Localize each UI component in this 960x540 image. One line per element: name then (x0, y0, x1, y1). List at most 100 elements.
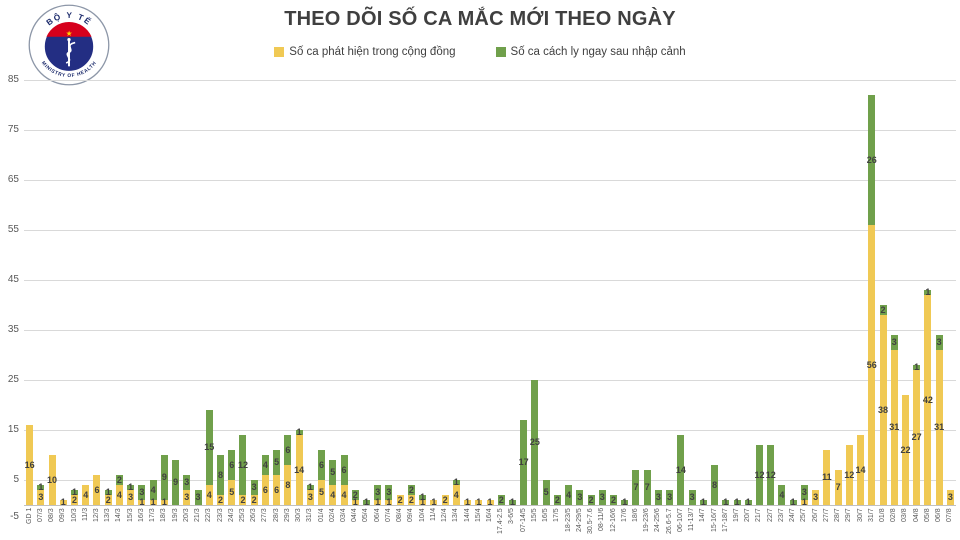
y-tick-label: 65 (7, 174, 19, 185)
bar-segment-imported (778, 485, 786, 505)
x-tick-label: 30.5-7.6 (587, 508, 595, 534)
bar-segment-imported (250, 480, 258, 495)
bar-segment-community (879, 315, 887, 505)
plot-area: 16 3 1 10 1 2 1 4 6 2 1 4 2 3 1 1 3 1 4 1 9 9 3 3 3 4 15 2 8 5 6 2 12 2 3 6… (24, 80, 956, 507)
bar-segment-imported (879, 305, 887, 315)
bar-segment-community (452, 485, 460, 505)
x-tick-label: 03/4 (340, 508, 348, 522)
gridline (24, 480, 956, 481)
x-tick-label: 17/3 (149, 508, 157, 522)
x-tick-label: 25/7 (800, 508, 808, 522)
bar-segment-community (318, 480, 326, 505)
x-tick-label: 16/3 (137, 508, 145, 522)
bar-segment-community (351, 500, 359, 505)
bar-segment-community (329, 485, 337, 505)
bar-segment-imported (598, 490, 606, 505)
bar-segment-community (475, 500, 483, 505)
bar-segment-community (834, 470, 842, 505)
bar-segment-imported (565, 485, 573, 505)
x-tick-label: 01/4 (317, 508, 325, 522)
x-tick-label: 07-14/5 (519, 508, 527, 532)
y-tick-label: 45 (7, 274, 19, 285)
x-tick-label: 06/8 (935, 508, 943, 522)
x-tick-label: 11/3 (81, 508, 89, 522)
x-tick-label: 07/8 (946, 508, 954, 522)
x-tick-label: 12/3 (92, 508, 100, 522)
x-tick-label: 23/7 (777, 508, 785, 522)
bar-segment-community (71, 495, 79, 505)
x-tick-label: 10/3 (70, 508, 78, 522)
bar-segment-community (857, 435, 865, 505)
x-tick-label: 25/3 (238, 508, 246, 522)
x-tick-label: 15/5 (530, 508, 538, 522)
page-title: THEO DÕI SỐ CA MẮC MỚI THEO NGÀY (284, 8, 676, 30)
bar-segment-imported (542, 480, 550, 505)
x-tick-label: 26/3 (250, 508, 258, 522)
logo-red-band (46, 22, 92, 37)
y-tick-label: 85 (7, 74, 19, 85)
x-tick-label: 28/7 (834, 508, 842, 522)
x-tick-label: GD 1 (25, 508, 33, 525)
bar-segment-imported (194, 490, 202, 505)
legend-item-community: Số ca phát hiện trong cộng đồng (274, 46, 456, 58)
bar-segment-imported (115, 475, 123, 485)
bar-segment-imported (587, 495, 595, 505)
bar-segment-community (149, 500, 157, 505)
bar-segment-community (340, 485, 348, 505)
bar-segment-imported (890, 335, 898, 350)
x-tick-label: 29/7 (845, 508, 853, 522)
bar-segment-imported (205, 410, 213, 485)
x-tick-label: 05/8 (923, 508, 931, 522)
bar-segment-imported (318, 450, 326, 480)
bar-segment-imported (576, 490, 584, 505)
gridline (24, 130, 956, 131)
gridline (24, 80, 956, 81)
bar-segment-community (901, 395, 909, 505)
x-tick-label: 27/7 (822, 508, 830, 522)
x-tick-label: 24-29/5 (575, 508, 583, 532)
bar-segment-community (59, 500, 67, 505)
bar-segment-imported (913, 365, 921, 370)
bar-segment-imported (711, 465, 719, 505)
bar-segment-community (868, 225, 876, 505)
bar-segment-imported (699, 500, 707, 505)
x-axis: GD 1 07/3 08/3 09/3 10/3 11/3 12/3 13/3 14/3 15/3… (24, 508, 956, 540)
bar-segment-imported (452, 480, 460, 485)
x-tick-label: 15/3 (126, 508, 134, 522)
bar-segment-community (37, 490, 45, 505)
x-tick-label: 23/3 (216, 508, 224, 522)
gridline (24, 180, 956, 181)
x-tick-label: 11/4 (429, 508, 437, 522)
bar-segment-community (228, 480, 236, 505)
bar-segment-imported (497, 495, 505, 505)
x-tick-label: 07/3 (36, 508, 44, 522)
bar-segment-community (845, 445, 853, 505)
x-tick-label: 08/3 (48, 508, 56, 522)
x-tick-label: 12/4 (441, 508, 449, 522)
bar-segment-imported (755, 445, 763, 505)
bar-segment-imported (273, 450, 281, 475)
x-tick-label: 14/7 (699, 508, 707, 522)
bar-segment-community (273, 475, 281, 505)
x-tick-label: 30/3 (295, 508, 303, 522)
bar-segment-imported (610, 495, 618, 505)
bar-segment-community (396, 495, 404, 505)
x-tick-label: 15/4 (474, 508, 482, 522)
x-tick-label: 08-11/6 (598, 508, 606, 532)
bar-segment-community (946, 490, 954, 505)
x-tick-label: 05/4 (362, 508, 370, 522)
ministry-of-health-logo: BỘ Y TẾ MINISTRY OF HEALTH ★ (28, 4, 110, 86)
bar-segment-imported (340, 455, 348, 485)
bar-segment-community (924, 295, 932, 505)
x-tick-label: 31/3 (306, 508, 314, 522)
bar-segment-imported (508, 500, 516, 505)
x-tick-label: 07/4 (384, 508, 392, 522)
bar-segment-community (385, 500, 393, 505)
bar-segment-community (890, 350, 898, 505)
bar-segment-imported (935, 335, 943, 350)
bar-segment-imported (306, 485, 314, 490)
x-tick-label: 28/3 (272, 508, 280, 522)
bar-segment-community (430, 500, 438, 505)
bar-segment-imported (261, 455, 269, 475)
